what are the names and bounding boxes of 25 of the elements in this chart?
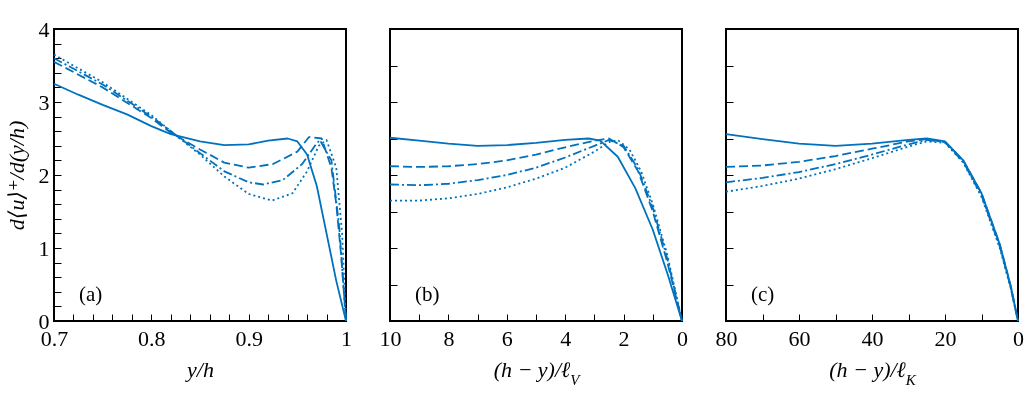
y-tick-label: 1 xyxy=(38,235,50,261)
x-tick-label: 60 xyxy=(788,325,811,351)
x-axis-title: (h − y)/ℓ$_{V}$ xyxy=(493,356,582,388)
y-tick-label: 3 xyxy=(38,89,50,115)
x-tick-label: 40 xyxy=(861,325,884,351)
y-axis-title: d⟨u⟩⁺/d(y/h) xyxy=(3,120,29,231)
x-tick-label: 4 xyxy=(560,325,572,351)
x-tick-label: 1 xyxy=(341,325,352,351)
x-tick-label: 6 xyxy=(501,325,513,351)
annotation: (c) xyxy=(751,282,775,306)
y-tick-label: 4 xyxy=(38,16,50,42)
x-tick-label: 10 xyxy=(379,325,402,351)
x-axis-title: (h − y)/ℓ$_{K}$ xyxy=(829,356,917,388)
x-tick-label: 0.8 xyxy=(138,325,166,351)
x-tick-label: 2 xyxy=(618,325,630,351)
x-tick-label: 0 xyxy=(1013,325,1024,351)
x-tick-label: 8 xyxy=(443,325,455,351)
annotation: (b) xyxy=(415,282,440,306)
annotation: (a) xyxy=(79,282,103,306)
x-tick-label: 20 xyxy=(934,325,957,351)
x-tick-label: 0 xyxy=(677,325,688,351)
x-axis-title: y/h xyxy=(185,356,214,382)
x-tick-label: 0.9 xyxy=(235,325,263,351)
y-tick-label: 2 xyxy=(38,162,50,188)
x-tick-label: 80 xyxy=(715,325,738,351)
